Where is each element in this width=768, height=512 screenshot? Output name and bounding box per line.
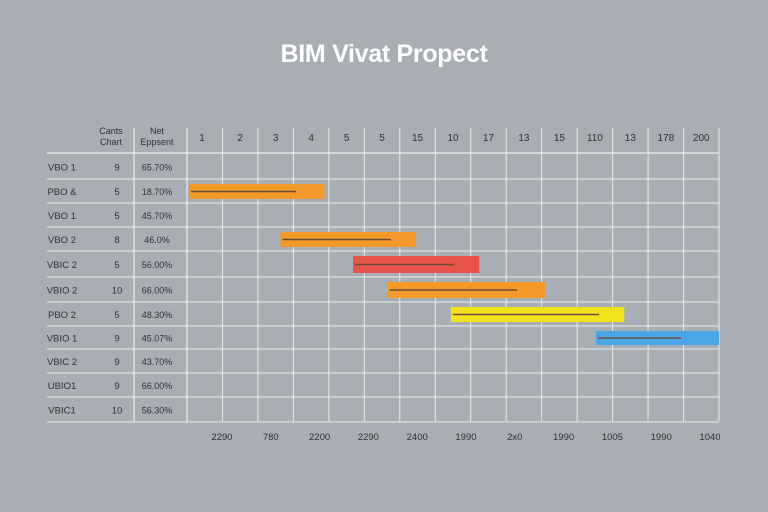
timeline-header: 1 2 3 4 5 5 15 10 17 13 15 110 13 178 200 <box>199 133 710 144</box>
row-count: 9 <box>114 163 119 174</box>
row-name: VBIO 1 <box>47 334 78 345</box>
row-pct: 56.00% <box>142 260 173 270</box>
timeline-label: 13 <box>518 133 530 144</box>
bottom-label: 1040 <box>699 432 720 443</box>
bottom-label: 780 <box>263 432 279 443</box>
row-count: 8 <box>114 235 119 246</box>
row-count: 9 <box>114 334 119 345</box>
row-pct: 56.30% <box>142 406 173 416</box>
row-name: VBO 1 <box>48 211 76 222</box>
column-header-name-line2: Chart <box>100 137 123 147</box>
timeline-label: 13 <box>625 133 637 144</box>
grid-lines <box>47 128 720 423</box>
row-pct: 43.70% <box>142 357 173 367</box>
timeline-label: 10 <box>447 133 459 144</box>
bottom-axis-labels: 2290 780 2200 2290 2400 1990 2x0 1990 1005 1990 10… <box>211 432 720 443</box>
bottom-label: 2x0 <box>507 432 522 443</box>
bottom-label: 2290 <box>358 432 379 443</box>
timeline-label: 15 <box>554 133 566 144</box>
row-count: 5 <box>114 310 119 321</box>
timeline-label: 4 <box>308 133 314 144</box>
timeline-label: 178 <box>657 133 674 144</box>
row-count: 10 <box>112 286 123 297</box>
row-labels: VBO 1 9 65.70% PBO & 5 18.70% VBO 1 5 45.70% VBO … <box>47 163 173 417</box>
row-count: 5 <box>114 260 119 271</box>
row-pct: 46.0% <box>144 235 170 245</box>
bottom-label: 1990 <box>455 432 476 443</box>
column-header-pct-line2: Eppsent <box>140 137 174 147</box>
row-pct: 66.00% <box>142 381 173 391</box>
row-pct: 65.70% <box>142 163 173 173</box>
row-pct: 18.70% <box>142 187 173 197</box>
row-name: PBO & <box>47 187 77 198</box>
row-name: VBIC 2 <box>47 260 77 271</box>
row-pct: 45.07% <box>142 334 173 344</box>
row-count: 10 <box>112 406 123 417</box>
column-headers: Cants Chart Net Eppsent <box>99 126 174 147</box>
row-count: 9 <box>114 357 119 368</box>
bottom-label: 1990 <box>553 432 574 443</box>
row-name: VBIC1 <box>48 406 75 417</box>
row-pct: 45.70% <box>142 211 173 221</box>
row-name: VBO 1 <box>48 163 76 174</box>
timeline-label: 110 <box>587 133 603 144</box>
bottom-label: 1990 <box>651 432 672 443</box>
column-header-pct: Net <box>150 126 165 136</box>
row-name: PBO 2 <box>48 310 76 321</box>
row-name: VBIC 2 <box>47 357 77 368</box>
bottom-label: 2290 <box>211 432 232 443</box>
row-name: UBIO1 <box>48 381 77 392</box>
timeline-label: 200 <box>693 133 710 144</box>
bottom-label: 2400 <box>407 432 428 443</box>
timeline-label: 15 <box>412 133 424 144</box>
timeline-label: 5 <box>379 133 385 144</box>
column-header-name: Cants <box>99 126 123 136</box>
row-count: 9 <box>114 381 119 392</box>
chart-title: BIM Vivat Propect <box>280 40 488 68</box>
timeline-label: 17 <box>483 133 495 144</box>
bottom-label: 1005 <box>602 432 623 443</box>
row-name: VBIO 2 <box>47 286 78 297</box>
row-pct: 66.00% <box>142 286 173 296</box>
row-count: 5 <box>114 187 119 198</box>
row-name: VBO 2 <box>48 235 76 246</box>
timeline-label: 1 <box>199 133 205 144</box>
row-count: 5 <box>114 211 119 222</box>
timeline-label: 5 <box>344 133 350 144</box>
task-bars <box>189 184 719 345</box>
row-pct: 48.30% <box>142 310 173 320</box>
timeline-label: 2 <box>237 133 243 144</box>
bottom-label: 2200 <box>309 432 330 443</box>
timeline-label: 3 <box>273 133 279 144</box>
